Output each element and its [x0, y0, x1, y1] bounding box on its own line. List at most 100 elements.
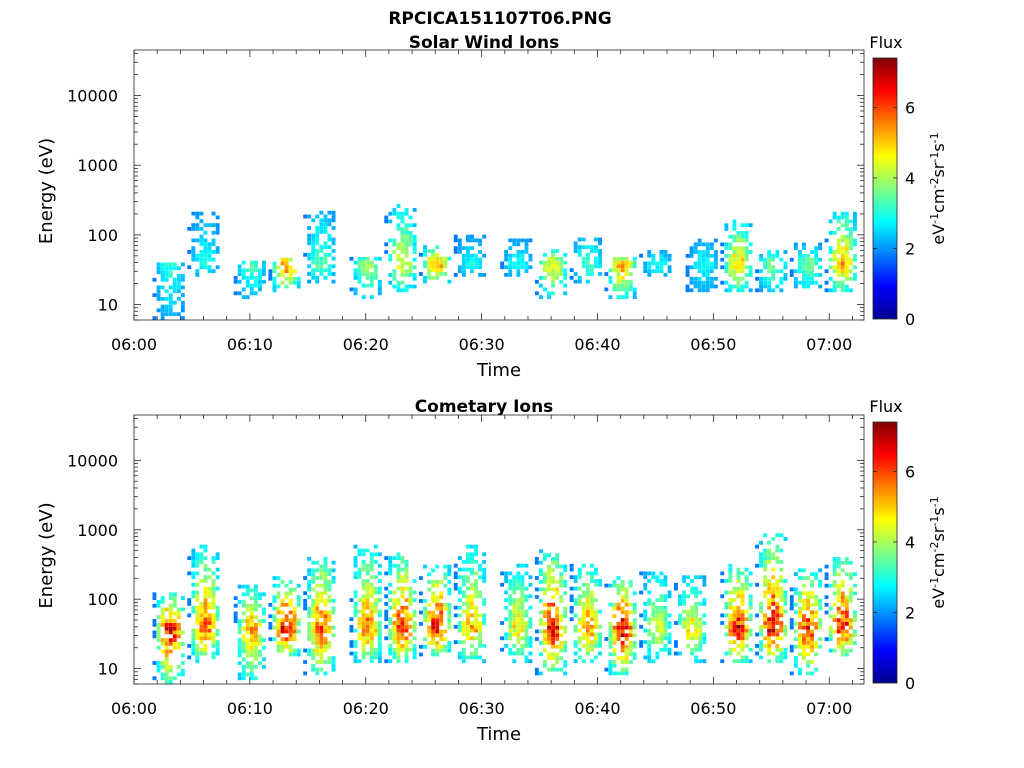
spectrogram-cell — [724, 602, 729, 606]
spectrogram-cell — [152, 634, 157, 639]
spectrogram-cell — [832, 614, 837, 619]
spectrogram-cell — [685, 273, 690, 277]
spectrogram-cell — [639, 644, 644, 648]
spectrogram-cell — [647, 269, 652, 273]
spectrogram-cell — [616, 576, 621, 580]
spectrogram-cell — [624, 295, 629, 299]
spectrogram-cell — [396, 647, 401, 652]
spectrogram-cell — [396, 602, 401, 606]
spectrogram-cell — [207, 617, 212, 622]
spectrogram-cell — [632, 264, 637, 269]
spectrogram-cell — [520, 651, 525, 656]
y-tick-label: 1000 — [77, 521, 118, 540]
spectrogram-cell — [369, 636, 374, 641]
spectrogram-cell — [659, 261, 664, 266]
spectrogram-cell — [832, 250, 837, 254]
spectrogram-cell — [172, 622, 177, 627]
spectrogram-cell — [307, 279, 312, 284]
spectrogram-cell — [744, 579, 749, 583]
spectrogram-cell — [724, 227, 729, 231]
spectrogram-cell — [810, 648, 814, 653]
spectrogram-cell — [771, 582, 776, 587]
spectrogram-cell — [361, 632, 366, 637]
spectrogram-cell — [466, 257, 470, 262]
spectrogram-cell — [443, 648, 448, 653]
spectrogram-cell — [840, 261, 845, 266]
spectrogram-cell — [412, 250, 417, 254]
spectrogram-cell — [215, 613, 220, 618]
spectrogram-cell — [319, 656, 324, 660]
spectrogram-cell — [551, 264, 555, 269]
spectrogram-cell — [388, 621, 393, 625]
spectrogram-cell — [211, 238, 216, 243]
spectrogram-cell — [168, 285, 173, 290]
spectrogram-cell — [423, 644, 427, 649]
spectrogram-cell — [404, 208, 409, 212]
spectrogram-cell — [284, 591, 289, 596]
spectrogram-cell — [508, 613, 513, 618]
spectrogram-cell — [439, 644, 444, 649]
spectrogram-cell — [388, 590, 393, 595]
spectrogram-cell — [836, 583, 841, 588]
spectrogram-cell — [620, 276, 625, 280]
spectrogram-cell — [663, 253, 668, 258]
spectrogram-cell — [585, 644, 590, 648]
spectrogram-cell — [520, 250, 525, 254]
spectrogram-cell — [377, 647, 382, 652]
spectrogram-cell — [763, 276, 768, 281]
spectrogram-cell — [539, 568, 543, 573]
spectrogram-cell — [311, 610, 316, 615]
spectrogram-cell — [408, 647, 413, 652]
y-tick-label: 1000 — [77, 156, 118, 175]
spectrogram-cell — [164, 304, 169, 309]
spectrogram-cell — [840, 568, 845, 573]
spectrogram-cell — [767, 647, 772, 652]
spectrogram-cell — [276, 644, 281, 649]
spectrogram-cell — [810, 280, 814, 285]
spectrogram-cell — [844, 265, 849, 270]
spectrogram-cell — [543, 621, 547, 626]
spectrogram-cell — [258, 596, 262, 600]
spectrogram-cell — [323, 226, 328, 230]
spectrogram-cell — [331, 660, 336, 664]
spectrogram-cell — [404, 621, 409, 625]
spectrogram-cell — [404, 223, 409, 228]
spectrogram-cell — [836, 250, 841, 254]
spectrogram-cell — [828, 614, 833, 619]
spectrogram-cell — [647, 644, 652, 648]
spectrogram-cell — [461, 246, 466, 250]
spectrogram-cell — [168, 676, 173, 681]
spectrogram-cell — [404, 659, 409, 664]
spectrogram-cell — [276, 618, 281, 622]
spectrogram-cell — [732, 227, 737, 231]
spectrogram-cell — [160, 277, 165, 282]
spectrogram-cell — [736, 605, 741, 610]
spectrogram-cell — [427, 268, 432, 272]
spectrogram-cell — [639, 253, 644, 258]
spectrogram-cell — [828, 583, 833, 588]
spectrogram-cell — [555, 652, 560, 657]
spectrogram-cell — [508, 571, 513, 576]
spectrogram-cell — [694, 602, 699, 606]
spectrogram-cell — [369, 602, 374, 606]
spectrogram-cell — [810, 621, 814, 626]
spectrogram-cell — [369, 647, 374, 652]
spectrogram-cell — [268, 622, 273, 626]
spectrogram-cell — [168, 312, 173, 317]
spectrogram-cell — [349, 287, 354, 292]
spectrogram-cell — [604, 667, 609, 672]
spectrogram-cell — [373, 651, 378, 656]
spectrogram-cell — [647, 261, 652, 266]
spectrogram-cell — [215, 617, 220, 622]
spectrogram-cell — [724, 280, 729, 285]
spectrogram-cell — [512, 624, 517, 629]
spectrogram-cell — [319, 591, 324, 596]
spectrogram-cell — [647, 265, 652, 270]
spectrogram-cell — [624, 287, 629, 292]
spectrogram-cell — [512, 609, 517, 614]
spectrogram-cell — [482, 602, 487, 606]
spectrogram-cell — [732, 632, 737, 637]
spectrogram-cell — [655, 605, 660, 610]
spectrogram-cell — [191, 211, 196, 216]
spectrogram-cell — [840, 265, 845, 270]
